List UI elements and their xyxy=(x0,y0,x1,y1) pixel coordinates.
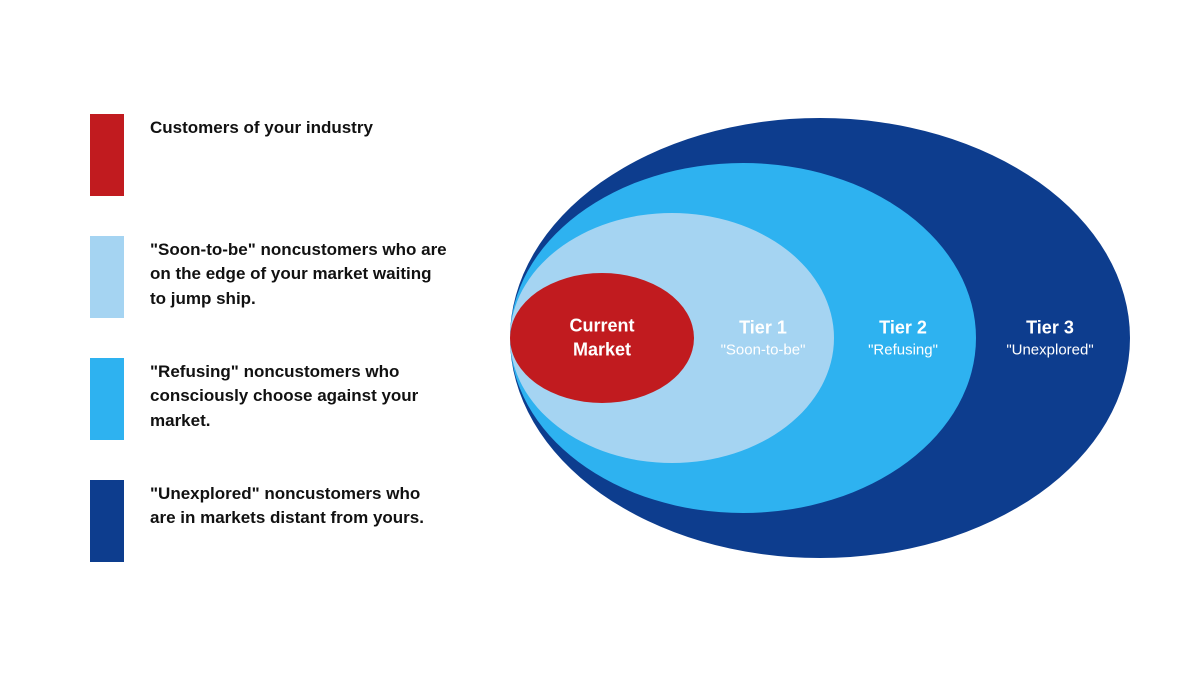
label-sub-tier2: "Refusing" xyxy=(868,341,938,358)
label-tier2: Tier 2 "Refusing" xyxy=(868,317,938,358)
legend-item-2: "Refusing" noncustomers who consciously … xyxy=(90,358,450,440)
label-title-current: Current xyxy=(569,315,634,336)
legend-text-0: Customers of your industry xyxy=(150,114,373,141)
legend-text-2: "Refusing" noncustomers who consciously … xyxy=(150,358,450,434)
legend-text-3: "Unexplored" noncustomers who are in mar… xyxy=(150,480,450,531)
label-tier1: Tier 1 "Soon-to-be" xyxy=(721,317,806,358)
label-title-tier2: Tier 2 xyxy=(868,317,938,338)
label-current: Current Market xyxy=(569,315,634,360)
label-title-tier3: Tier 3 xyxy=(1006,317,1093,338)
legend-item-0: Customers of your industry xyxy=(90,114,450,196)
legend-swatch-0 xyxy=(90,114,124,196)
legend: Customers of your industry "Soon-to-be" n… xyxy=(0,114,480,562)
legend-text-1: "Soon-to-be" noncustomers who are on the… xyxy=(150,236,450,312)
label-sub-tier3: "Unexplored" xyxy=(1006,341,1093,358)
label-tier3: Tier 3 "Unexplored" xyxy=(1006,317,1093,358)
label-title-tier1: Tier 1 xyxy=(721,317,806,338)
legend-swatch-2 xyxy=(90,358,124,440)
legend-swatch-1 xyxy=(90,236,124,318)
nested-ellipse-diagram: Current Market Tier 1 "Soon-to-be" Tier 2 "Re… xyxy=(480,88,1160,588)
infographic-container: Customers of your industry "Soon-to-be" n… xyxy=(0,0,1200,675)
label-sub-tier1: "Soon-to-be" xyxy=(721,341,806,358)
legend-swatch-3 xyxy=(90,480,124,562)
legend-item-3: "Unexplored" noncustomers who are in mar… xyxy=(90,480,450,562)
label-sub-current: Market xyxy=(569,339,634,360)
legend-item-1: "Soon-to-be" noncustomers who are on the… xyxy=(90,236,450,318)
